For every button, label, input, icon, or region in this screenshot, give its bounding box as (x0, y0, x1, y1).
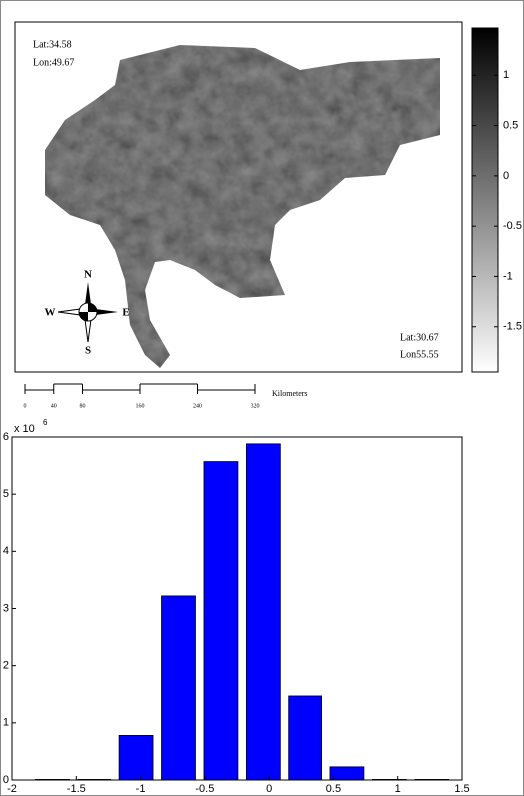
histogram-bar (245, 443, 281, 781)
coordinate-label: Lat:30.67 (400, 332, 439, 343)
y-tick-label: 3 (3, 602, 9, 614)
colorbar-tick-label: -1 (503, 270, 513, 282)
x-tick-label: 1 (395, 783, 401, 795)
y-tick-label: 5 (3, 488, 9, 500)
histogram-bar (77, 779, 112, 781)
x-tick-label: -0.5 (195, 783, 214, 795)
scale-tick-label: 0 (24, 403, 27, 409)
y-tick-label: 0 (3, 774, 9, 786)
x-tick-label: 0 (266, 783, 272, 795)
colorbar (471, 27, 499, 373)
compass-label: N (84, 269, 92, 281)
compass-label: E (122, 307, 129, 319)
scale-tick-label: 80 (80, 403, 86, 409)
compass (57, 282, 118, 343)
scale-tick-label: 160 (136, 403, 145, 409)
x-tick-label: -2 (7, 783, 17, 795)
histogram-bar (414, 779, 450, 781)
coordinate-label: Lat:34.58 (33, 39, 72, 50)
colorbar-tick-label: 1 (503, 69, 509, 81)
histogram-bar (288, 695, 322, 781)
y-tick-label: 2 (3, 660, 9, 672)
scale-label: Kilometers (272, 389, 308, 398)
x-tick-label: 0.5 (326, 783, 341, 795)
compass-label: S (85, 345, 91, 357)
histogram-bar (329, 766, 365, 781)
scale-tick-label: 40 (51, 403, 57, 409)
y-tick-label: 1 (3, 717, 9, 729)
y-tick-label: 4 (3, 545, 9, 557)
y-tick-label: 6 (3, 431, 9, 443)
histogram-bar (118, 735, 154, 781)
map-region (45, 45, 440, 368)
coordinate-label: Lon:49.67 (33, 57, 74, 68)
compass-label: W (45, 307, 56, 319)
scale-tick-label: 240 (193, 403, 202, 409)
histogram-bar (203, 461, 239, 781)
histogram-bar (35, 779, 70, 781)
colorbar-tick-label: -0.5 (503, 220, 522, 232)
colorbar-tick-label: 0 (503, 170, 509, 182)
colorbar-tick-label: -1.5 (503, 321, 522, 333)
x-tick-label: 1.5 (454, 783, 469, 795)
histogram-bar (161, 595, 196, 781)
y-multiplier: x 10 (14, 423, 35, 435)
x-tick-label: -1.5 (67, 783, 86, 795)
colorbar-tick-label: 0.5 (503, 119, 518, 131)
coordinate-label: Lon55.55 (400, 349, 439, 360)
histogram-bar (371, 779, 407, 781)
y-multiplier-exponent: 6 (43, 418, 48, 427)
scale-tick-label: 320 (251, 403, 260, 409)
x-tick-label: -1 (136, 783, 146, 795)
